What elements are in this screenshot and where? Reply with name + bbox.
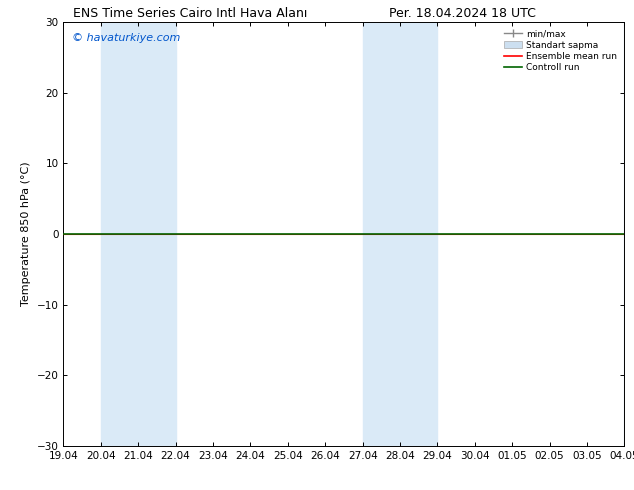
Text: ENS Time Series Cairo Intl Hava Alanı: ENS Time Series Cairo Intl Hava Alanı	[73, 7, 307, 21]
Legend: min/max, Standart sapma, Ensemble mean run, Controll run: min/max, Standart sapma, Ensemble mean r…	[501, 26, 620, 75]
Text: Per. 18.04.2024 18 UTC: Per. 18.04.2024 18 UTC	[389, 7, 536, 21]
Bar	[624, 22, 634, 446]
Text: © havaturkiye.com: © havaturkiye.com	[72, 33, 180, 43]
Bar	[101, 22, 176, 446]
Y-axis label: Temperature 850 hPa (°C): Temperature 850 hPa (°C)	[21, 162, 31, 306]
Bar	[363, 22, 437, 446]
